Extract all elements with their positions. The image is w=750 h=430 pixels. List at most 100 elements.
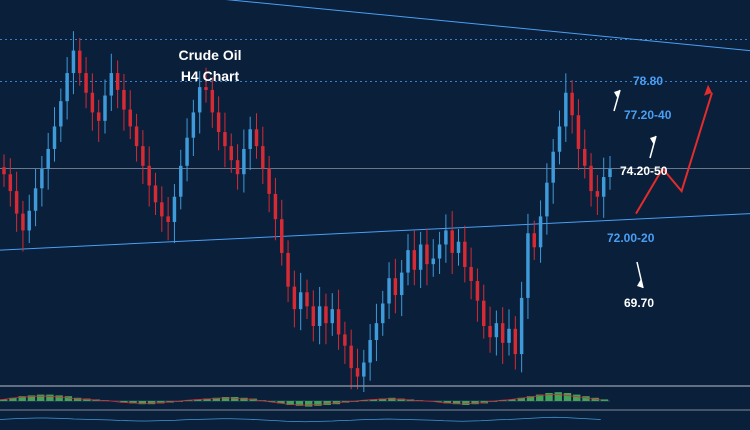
histogram-bar [231,397,239,401]
candle-body [65,73,69,102]
candle-body [235,160,240,175]
candle-body [317,306,322,326]
level-label-78-80: 78.80 [633,74,664,88]
histogram-bar [563,393,572,401]
candle-body [166,216,170,223]
level-label-72-00-20: 72.00-20 [607,231,655,245]
histogram-bar [499,400,507,401]
candle-body [128,109,132,127]
candle-body [551,151,555,183]
candle-body [27,210,31,231]
candle-body [21,213,25,231]
candle-body [444,230,448,245]
candle-body [248,129,252,149]
candle-body [564,92,568,127]
candle-body [52,126,57,149]
candle-body [589,165,593,192]
histogram-bar [286,401,294,405]
candle-body [374,323,379,341]
candle-body [399,272,404,296]
candle-body [494,323,499,338]
candle-body [532,233,536,248]
level-label-69-70: 69.70 [624,296,655,310]
candle-body [469,266,473,282]
candle-body [292,286,297,310]
candle-body [475,281,480,301]
candle-body [381,303,385,324]
candle-body [576,115,581,149]
projection-path [635,84,713,215]
candle-body [412,250,417,270]
histogram-bar [46,394,54,401]
histogram-bar [434,401,442,402]
histogram-bar [194,399,202,401]
candle-body [463,241,467,267]
candle-body [40,168,44,189]
candle-body [103,95,107,121]
candle-body [179,165,183,197]
candle-body [59,101,63,127]
histogram-bar [452,401,461,405]
candle-body [172,196,177,223]
candle-body [538,216,543,248]
candle-body [298,292,303,310]
histogram-bar [184,400,193,401]
candle-body [311,306,316,326]
histogram-bar [554,392,562,401]
candle-body [147,165,151,186]
candle-body [450,230,454,253]
histogram-bar [536,394,544,401]
histogram-bar [600,399,609,401]
oscillator-line [0,416,601,423]
arrow-to-77-20-40-head [650,136,656,145]
candle-body [507,328,511,343]
candle-body [601,177,606,197]
histogram-bar [582,396,590,401]
trendline [0,213,750,251]
candle-body [393,278,398,296]
candle-body [191,112,196,138]
candle-body [349,345,353,369]
histogram-bar [277,401,285,404]
histogram-bar [55,395,63,401]
histogram-bar [240,397,248,401]
candle-body [122,89,126,110]
candle-body [280,219,284,253]
candle-body [185,137,189,166]
candle-body [456,241,461,253]
candle-body [583,148,587,166]
candle-body [418,244,423,270]
level-label-77-20-40: 77.20-40 [624,108,672,122]
candle-body [141,146,145,166]
candle-body [90,92,95,113]
histogram-bar [36,394,45,401]
histogram-bar [221,397,230,401]
trendlines [0,0,750,251]
histogram-bar [517,397,525,401]
candle-body [273,193,278,220]
candle-body [115,73,120,90]
candle-body [431,258,435,265]
candle-body [160,202,164,217]
histogram-bar [120,401,128,403]
candle-body [330,309,334,324]
histogram-bar [147,401,156,405]
projection-arrowhead [704,84,712,96]
candle-body [305,292,309,307]
candle-body [267,168,271,194]
histogram-bar [314,401,322,406]
candle-body [109,73,114,96]
candle-body [261,146,265,169]
histogram-bar [73,397,82,401]
candle-body [197,87,202,113]
candle-body [343,334,347,346]
candle-body [437,244,442,259]
candle-body [46,148,50,169]
histogram-bar [369,399,378,401]
arrow-to-78-80-head [614,90,620,99]
candle-body [355,368,360,377]
